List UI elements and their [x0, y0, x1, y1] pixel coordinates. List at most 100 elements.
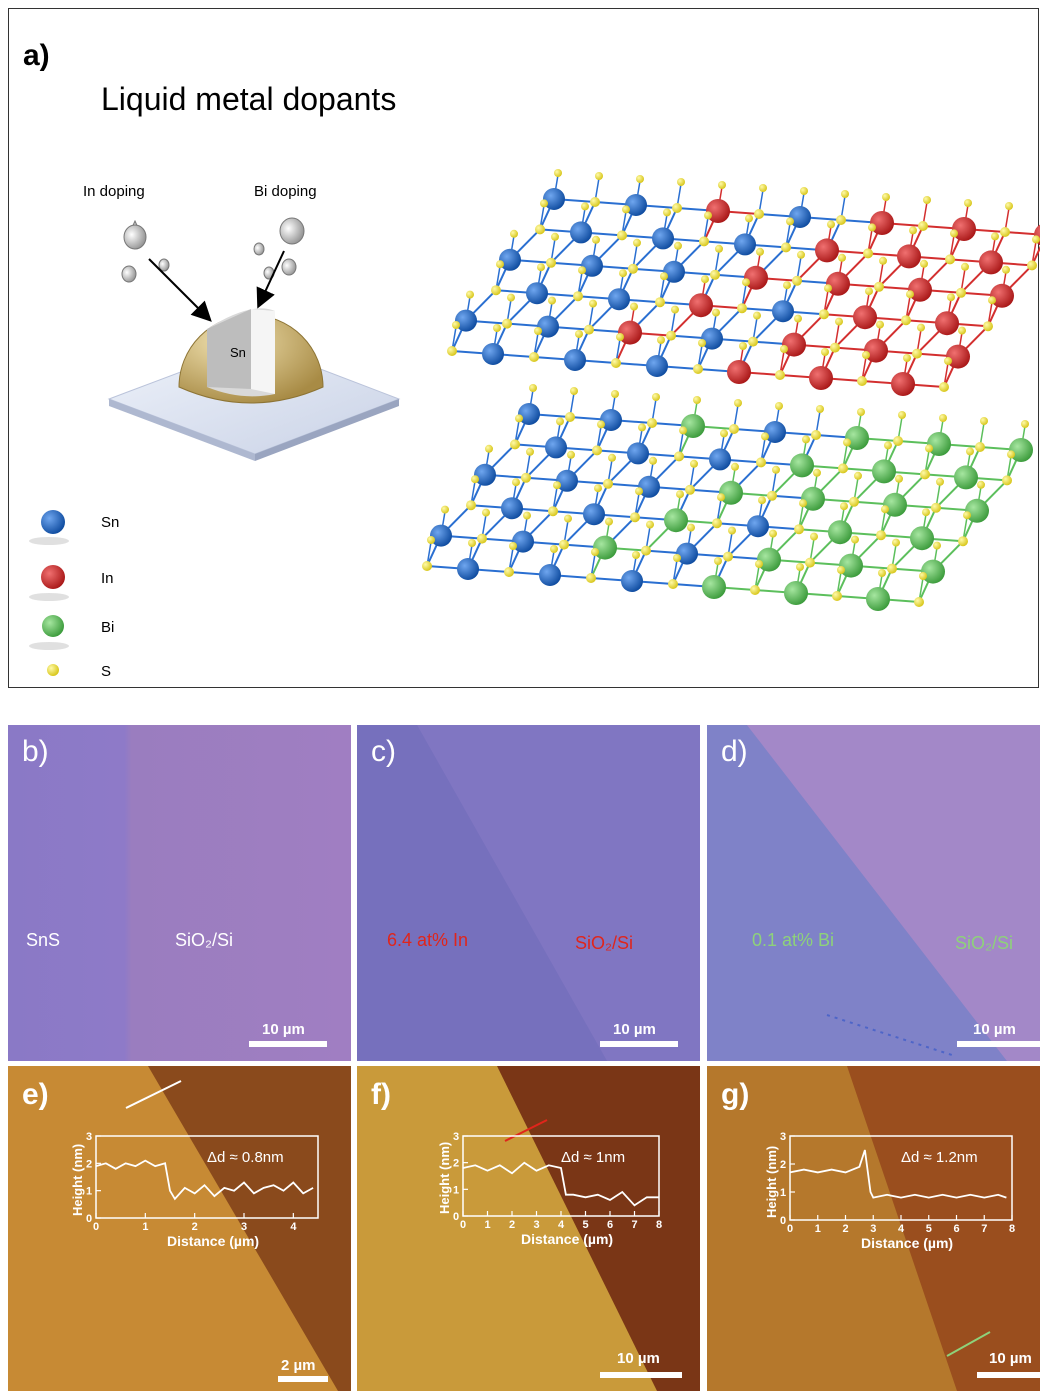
s-atom [619, 269, 627, 278]
s-atom [821, 348, 829, 356]
s-atom [878, 569, 886, 577]
sn-atom [564, 349, 586, 371]
s-atom [502, 318, 512, 329]
x-tick-label: 4 [898, 1223, 905, 1235]
s-atom [893, 436, 903, 446]
s-atom [712, 518, 722, 529]
s-atom [608, 453, 616, 462]
sn-atom [518, 403, 540, 425]
panel-g-afm-image: g) 0 1 2 3 4 5 6 7 8 0 1 2 3 Distance (µm) Height (nm)… [707, 1066, 1040, 1391]
s-atom [857, 376, 867, 386]
bi-atom [927, 432, 951, 456]
s-atom [521, 472, 531, 483]
in-atom [864, 338, 888, 363]
s-atom [647, 418, 657, 428]
y-tick-label: 3 [453, 1131, 459, 1143]
s-atom [540, 199, 548, 208]
s-atom [526, 447, 534, 456]
x-tick-label: 5 [583, 1219, 589, 1231]
x-tick-label: 1 [142, 1221, 148, 1233]
core-label: Sn [230, 345, 246, 360]
s-atom [655, 297, 665, 308]
s-atom [731, 462, 739, 471]
s-atom [882, 193, 890, 201]
s-atom [756, 247, 764, 256]
bi-atom [784, 581, 808, 605]
s-atom [477, 533, 487, 544]
s-atom [646, 520, 654, 529]
s-atom [690, 459, 698, 468]
bi-atom [801, 486, 825, 511]
in-atom [1034, 224, 1040, 246]
panel-d-boundary [707, 725, 1040, 1061]
s-atom [980, 417, 988, 425]
bi-atom [790, 453, 814, 478]
legend-bi-label: Bi [101, 619, 115, 636]
s-atom [841, 190, 849, 198]
s-atom [805, 557, 815, 568]
panel-c-scale-bar [600, 1041, 678, 1047]
bi-atom [664, 508, 688, 533]
sn-atom [430, 524, 452, 547]
sn-atom [543, 188, 565, 210]
s-atom [906, 290, 914, 299]
s-atom [551, 232, 559, 241]
s-atom [901, 315, 911, 326]
s-atom [772, 465, 780, 474]
x-tick-label: 4 [558, 1219, 565, 1231]
s-atom [742, 278, 750, 287]
s-atom [649, 456, 657, 465]
s-atom [843, 438, 851, 447]
s-atom [529, 384, 537, 392]
s-atom [903, 354, 911, 362]
s-atom [537, 263, 545, 272]
s-atom [919, 572, 927, 580]
in-atom [744, 265, 768, 290]
s-atom [786, 217, 794, 226]
legend-bi-ball [42, 615, 64, 637]
panel-c-right-label: SiO₂/Si [575, 933, 633, 953]
bi-atom [910, 526, 934, 551]
in-atom [618, 320, 642, 345]
y-tick-label: 2 [453, 1158, 459, 1170]
y-tick-label: 3 [86, 1131, 92, 1143]
in-atom [935, 311, 959, 336]
s-atom [958, 326, 966, 335]
s-atom [693, 396, 701, 404]
x-tick-label: 0 [93, 1221, 99, 1233]
s-atom [729, 424, 739, 434]
sn-atom [627, 442, 649, 465]
s-atom [755, 560, 763, 568]
s-atom [548, 296, 556, 305]
sn-atom [764, 421, 786, 443]
s-atom [704, 211, 712, 220]
s-atom [920, 259, 928, 268]
y-axis-label: Height (nm) [764, 1146, 779, 1218]
s-atom [616, 333, 624, 341]
s-atom [510, 229, 518, 238]
s-atom [496, 260, 504, 269]
panel-e-background [8, 1066, 351, 1391]
panel-a-title: Liquid metal dopants [101, 81, 397, 117]
s-atom [933, 541, 941, 550]
s-atom [584, 324, 594, 335]
s-atom [491, 285, 501, 296]
step-height-annotation: Δd ≈ 1.2nm [901, 1149, 978, 1166]
sn-atom [539, 564, 561, 586]
s-atom [633, 238, 641, 247]
x-tick-label: 7 [981, 1223, 987, 1235]
sn-atom [709, 448, 731, 471]
s-atom [964, 199, 972, 207]
x-tick-label: 3 [870, 1223, 876, 1235]
s-atom [854, 471, 862, 480]
sn-atom [556, 469, 578, 492]
x-axis-label: Distance (µm) [861, 1235, 953, 1251]
s-atom [827, 220, 835, 229]
sn-atom [734, 233, 756, 256]
s-atom [679, 426, 687, 435]
sn-atom [501, 497, 523, 520]
s-atom [660, 272, 668, 281]
s-atom [685, 484, 695, 495]
